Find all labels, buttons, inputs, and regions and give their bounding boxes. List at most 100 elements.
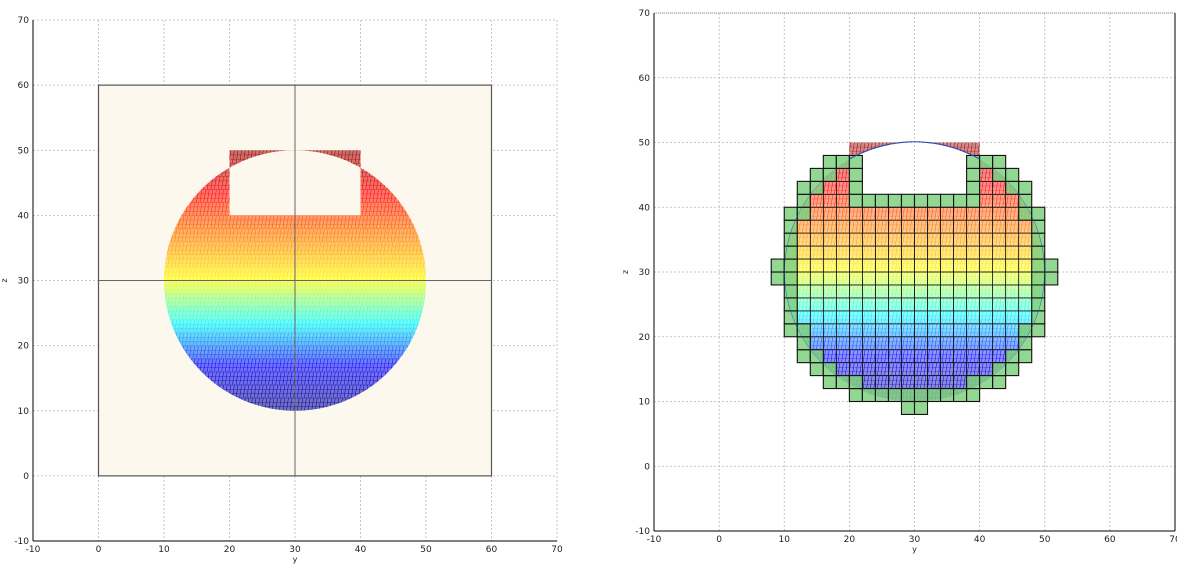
hatch-line [347,241,350,255]
hatch-line [837,271,841,285]
hatch-line [271,241,275,255]
hatch-line [1013,297,1016,311]
hatch-line [884,349,887,363]
hatch-line [895,310,898,324]
hatch-line [862,310,866,324]
hatch-line [196,345,199,359]
hatch-line [387,293,390,307]
hatch-line [805,142,808,156]
hatch-line [1020,220,1023,234]
hatch-line [916,310,919,324]
hatch-line [791,349,794,363]
hatch-line [188,345,192,359]
hatch-line [959,181,962,195]
y-tick-label: 30 [639,268,651,278]
hatch-line [239,371,242,385]
hatch-line [801,362,805,376]
hatch-line [970,310,973,324]
hatch-line [264,306,268,320]
hatch-line [844,362,848,376]
hatch-line [257,293,260,307]
hatch-line [379,228,383,242]
hatch-line [1006,142,1009,156]
hatch-line [1009,207,1013,221]
hatch-line [934,323,937,337]
hatch-line [895,271,898,285]
hatch-line [923,310,927,324]
y-tick-label: 60 [18,81,30,91]
hatch-line [891,155,894,169]
hatch-line [379,293,383,307]
boundary-mesh-cell [1031,219,1046,234]
hatch-line [268,241,271,255]
hatch-line [336,241,340,255]
hatch-line [275,332,278,346]
hatch-line [243,371,246,385]
hatch-line [271,332,275,346]
x-tick-label: 50 [1039,535,1051,545]
hatch-line [210,332,214,346]
hatch-line [866,168,869,182]
hatch-line [1038,142,1041,156]
hatch-line [264,241,268,255]
hatch-line [963,246,966,260]
hatch-line [279,254,282,268]
hatch-line [816,259,819,273]
hatch-line [275,384,278,398]
hatch-line [206,228,210,242]
hatch-line [232,371,235,385]
hatch-line [415,306,419,320]
hatch-line [995,271,998,285]
hatch-line [188,228,192,242]
hatch-line [243,241,246,255]
hatch-line [941,349,945,363]
hatch-line [333,241,336,255]
hatch-line [837,142,841,156]
hatch-line [1034,375,1038,389]
hatch-line [167,280,170,294]
hatch-line [895,362,898,376]
hatch-line [798,284,801,298]
hatch-line [361,202,365,216]
hatch-line [880,220,884,234]
hatch-line [279,293,282,307]
hatch-line [898,142,902,156]
hatch-line [224,228,228,242]
hatch-line [916,297,919,311]
hatch-line [250,228,253,242]
hatch-line [336,371,340,385]
hatch-line [318,319,322,333]
hatch-line [235,319,239,333]
hatch-line [286,215,289,229]
hatch-line [826,297,830,311]
hatch-line [203,293,206,307]
hatch-line [217,371,221,385]
hatch-line [905,155,909,169]
hatch-line [895,207,898,221]
hatch-line [376,202,379,216]
hatch-line [923,259,927,273]
hatch-line [1041,194,1045,208]
boundary-mesh-cell [809,180,824,195]
hatch-line [1002,310,1005,324]
hatch-line [963,271,966,285]
hatch-line [970,259,973,273]
hatch-line [855,362,859,376]
x-tick-label: 60 [1104,535,1116,545]
hatch-line [905,246,909,260]
hatch-line [1038,155,1041,169]
hatch-line [394,332,397,346]
hatch-line [959,220,962,234]
hatch-line [394,345,397,359]
hatch-line [358,280,361,294]
hatch-line [887,155,891,169]
hatch-line [855,284,859,298]
hatch-line [891,220,894,234]
hatch-line [923,297,927,311]
hatch-line [203,267,206,281]
hatch-line [1013,259,1016,273]
hatch-line [1038,375,1041,389]
hatch-line [819,233,823,247]
hatch-line [1023,362,1027,376]
hatch-line [916,168,919,182]
